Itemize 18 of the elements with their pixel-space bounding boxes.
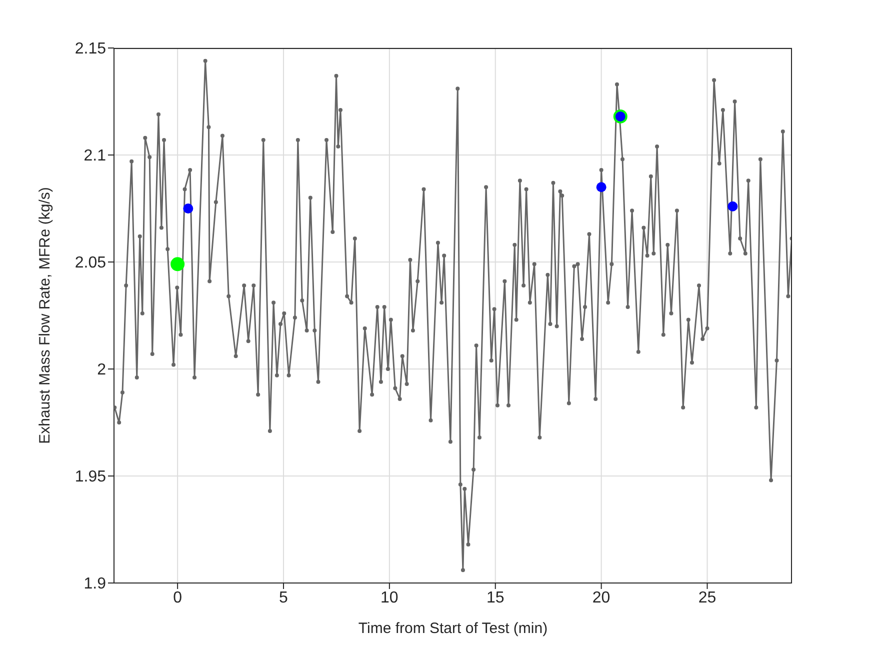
y-tick-label: 2.1 [84,148,106,165]
y-tick-label: 2 [97,362,106,379]
point [728,201,738,212]
y-tick-label: 1.95 [74,468,106,486]
point [596,182,606,192]
point [170,257,185,272]
x-tick-label: 0 [173,589,182,606]
y-tick-label: 2.05 [74,254,106,272]
y-tick-label: 1.9 [84,576,106,593]
x-tick-label: 25 [698,589,716,606]
x-tick-label: 20 [592,589,610,606]
x-tick-label: 10 [380,589,398,606]
x-tick-label: 5 [279,589,288,606]
y-axis-title: Exhaust Mass Flow Rate, MFRe (kg/s) [36,187,54,444]
y-tick-label: 2.15 [74,40,106,58]
point [183,204,194,214]
x-tick-label: 15 [486,589,504,606]
x-axis-title: Time from Start of Test (min) [358,620,548,637]
